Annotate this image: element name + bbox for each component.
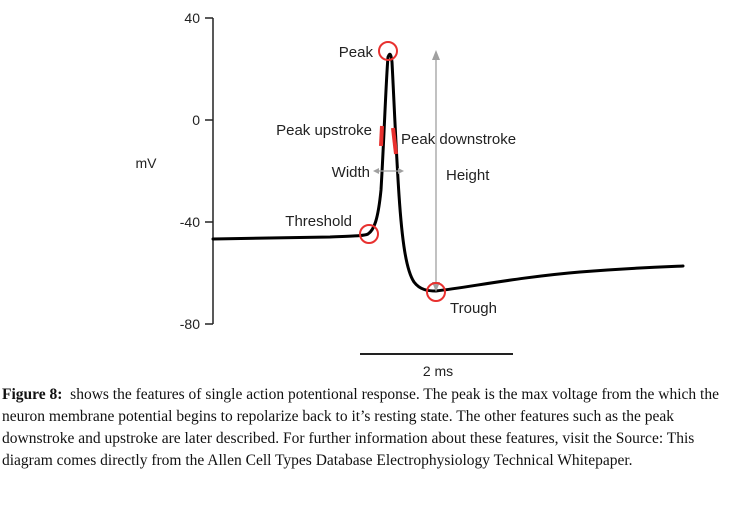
y-tick-label-minus40: -40 <box>180 214 200 230</box>
figure-caption-text: shows the features of single action pote… <box>2 386 719 469</box>
peak-downstroke-label: Peak downstroke <box>401 131 516 148</box>
height-arrowhead-top <box>432 50 440 60</box>
peak-upstroke-label: Peak upstroke <box>276 122 372 139</box>
width-arrowhead-left <box>373 168 379 174</box>
width-label: Width <box>332 164 370 181</box>
action-potential-diagram: 40 0 -40 -80 mV Peak Peak upstroke Peak … <box>136 10 685 379</box>
peak-label: Peak <box>339 44 374 61</box>
threshold-label: Threshold <box>285 213 352 230</box>
y-axis-label: mV <box>136 155 158 171</box>
figure-caption-label: Figure 8: <box>2 386 63 403</box>
trough-label: Trough <box>450 300 497 317</box>
y-tick-label-minus80: -80 <box>180 316 200 332</box>
y-tick-label-40: 40 <box>184 10 200 26</box>
scale-bar-label: 2 ms <box>423 363 453 379</box>
threshold-marker <box>359 224 379 244</box>
figure-caption: Figure 8: shows the features of single a… <box>2 384 747 472</box>
y-tick-label-0: 0 <box>192 112 200 128</box>
peak-marker <box>378 41 398 61</box>
height-label: Height <box>446 167 490 184</box>
voltage-trace <box>211 52 685 293</box>
peak-upstroke-marker <box>379 125 384 147</box>
peak-downstroke-marker <box>391 127 398 155</box>
height-arrowhead-bottom <box>432 282 440 292</box>
width-arrowhead-right <box>398 168 404 174</box>
trough-marker <box>426 282 446 302</box>
